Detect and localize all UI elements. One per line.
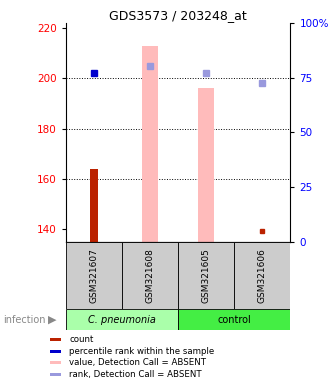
Text: infection: infection <box>3 314 46 325</box>
Title: GDS3573 / 203248_at: GDS3573 / 203248_at <box>109 9 247 22</box>
Bar <box>234 242 290 309</box>
Bar <box>90 169 98 242</box>
Bar <box>178 242 234 309</box>
Bar <box>66 309 178 330</box>
Text: ▶: ▶ <box>48 314 56 325</box>
Bar <box>198 88 214 242</box>
Text: control: control <box>217 314 251 325</box>
Bar <box>50 361 61 364</box>
Text: value, Detection Call = ABSENT: value, Detection Call = ABSENT <box>69 358 206 367</box>
Bar <box>142 46 158 242</box>
Bar <box>66 242 122 309</box>
Text: rank, Detection Call = ABSENT: rank, Detection Call = ABSENT <box>69 370 202 379</box>
Bar <box>122 242 178 309</box>
Text: GSM321608: GSM321608 <box>146 248 155 303</box>
Text: count: count <box>69 335 94 344</box>
Text: GSM321605: GSM321605 <box>202 248 211 303</box>
Text: GSM321606: GSM321606 <box>258 248 267 303</box>
Bar <box>50 373 61 376</box>
Bar <box>50 338 61 341</box>
Bar <box>50 350 61 353</box>
Text: percentile rank within the sample: percentile rank within the sample <box>69 347 214 356</box>
Text: GSM321607: GSM321607 <box>89 248 99 303</box>
Text: C. pneumonia: C. pneumonia <box>88 314 156 325</box>
Bar <box>178 309 290 330</box>
